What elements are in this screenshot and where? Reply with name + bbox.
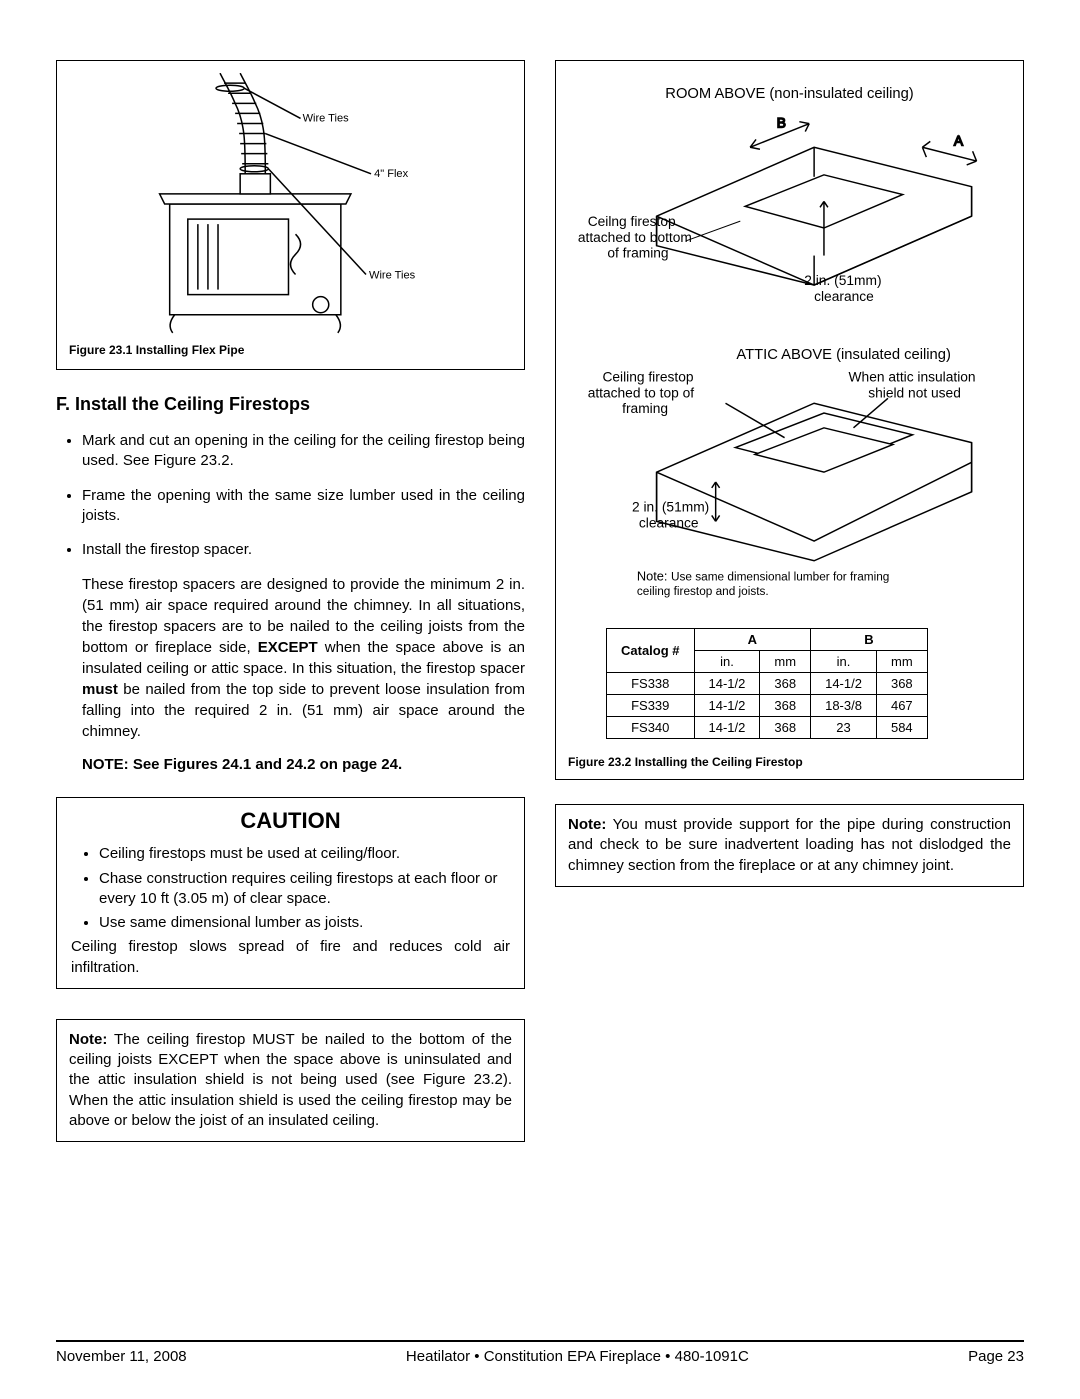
figure-23-2-caption: Figure 23.2 Installing the Ceiling Fires… (568, 755, 803, 769)
page-footer: November 11, 2008 Heatilator • Constitut… (56, 1340, 1024, 1365)
table-row: FS340 14-1/2 368 23 584 (607, 717, 928, 739)
footer-date: November 11, 2008 (56, 1348, 187, 1365)
figure-23-2: ROOM ABOVE (non-insulated ceiling) (555, 60, 1024, 780)
note-box-right: Note: You must provide support for the p… (555, 804, 1024, 887)
dimension-table: Catalog # A B in. mm in. mm FS338 14-1/2… (606, 628, 928, 739)
caution-item: Chase construction requires ceiling fire… (99, 869, 510, 910)
caution-item: Use same dimensional lumber as joists. (99, 913, 510, 933)
footer-page: Page 23 (968, 1348, 1024, 1365)
list-item: Install the firestop spacer. (82, 540, 525, 560)
col-catalog: Catalog # (607, 629, 695, 673)
install-steps-list: Mark and cut an opening in the ceiling f… (56, 431, 525, 560)
table-row: FS338 14-1/2 368 14-1/2 368 (607, 673, 928, 695)
col-a: A (694, 629, 811, 651)
sub-in: in. (694, 651, 760, 673)
figure-23-1: Wire Ties 4" Flex Wire Ties Figure 23.1 … (56, 60, 525, 370)
caution-title: CAUTION (71, 808, 510, 834)
label-top-framing: Ceiling firestop attached to top of fram… (588, 370, 698, 417)
stove-diagram: Wire Ties 4" Flex Wire Ties (69, 73, 512, 335)
sub-mm: mm (760, 651, 811, 673)
firestop-paragraph: These firestop spacers are designed to p… (82, 574, 525, 742)
caution-box: CAUTION Ceiling firestops must be used a… (56, 797, 525, 989)
label-wire-ties-top: Wire Ties (303, 112, 350, 124)
dim-b-label: B (777, 116, 786, 131)
label-wire-ties-bottom: Wire Ties (369, 270, 416, 282)
list-item: Mark and cut an opening in the ceiling f… (82, 431, 525, 472)
label-flex: 4" Flex (374, 168, 409, 180)
footer-center: Heatilator • Constitution EPA Fireplace … (406, 1348, 749, 1365)
caution-tail: Ceiling firestop slows spread of fire an… (71, 937, 510, 978)
table-row: FS339 14-1/2 368 18-3/8 467 (607, 695, 928, 717)
col-b: B (811, 629, 928, 651)
caution-item: Ceiling firestops must be used at ceilin… (99, 844, 510, 864)
label-shield: When attic insulation shield not used (849, 370, 980, 401)
note-box-left: Note: The ceiling firestop MUST be naile… (56, 1019, 525, 1142)
section-f-heading: F. Install the Ceiling Firestops (56, 394, 525, 415)
sub-in: in. (811, 651, 877, 673)
note-see-figures: NOTE: See Figures 24.1 and 24.2 on page … (82, 756, 525, 773)
dim-a-label: A (954, 133, 964, 148)
fig232-note: Note: Use same dimensional lumber for fr… (637, 568, 893, 598)
figure-23-1-caption: Figure 23.1 Installing Flex Pipe (69, 343, 244, 357)
list-item: Frame the opening with the same size lum… (82, 486, 525, 527)
sub-mm: mm (876, 651, 927, 673)
label-clearance-1: 2 in. (51mm) clearance (804, 273, 885, 304)
room-above-title: ROOM ABOVE (non-insulated ceiling) (665, 86, 913, 102)
label-bottom-framing: Ceilng firestop attached to bottom of fr… (578, 214, 696, 261)
attic-above-title: ATTIC ABOVE (insulated ceiling) (736, 347, 951, 363)
